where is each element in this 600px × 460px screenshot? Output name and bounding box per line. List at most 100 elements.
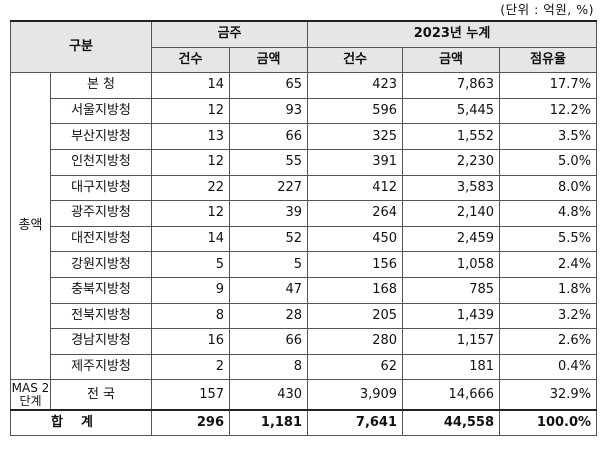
week-count-cell: 5: [151, 251, 231, 278]
year-count-cell: 423: [307, 72, 404, 99]
week-amount-cell: 227: [229, 174, 309, 202]
share-cell: 2.6%: [499, 328, 598, 355]
week-count-cell: 14: [151, 225, 231, 253]
total-label: 합계: [9, 408, 153, 437]
header-category: 구분: [9, 20, 153, 74]
week-amount-cell: 8: [229, 353, 309, 381]
header-year-count: 건수: [307, 46, 404, 74]
table-row: 인천지방청 12 55 391 2,230 5.0%: [11, 148, 598, 176]
share-cell: 4.8%: [499, 200, 598, 227]
share-cell: 5.5%: [499, 225, 598, 253]
row-name: 제주지방청: [49, 353, 153, 381]
year-amount-cell: 14,666: [402, 379, 501, 411]
header-week-group: 금주: [151, 19, 309, 48]
week-amount-cell: 28: [229, 302, 309, 330]
table-row: 대구지방청 22 227 412 3,583 8.0%: [11, 174, 598, 202]
year-amount-cell: 2,230: [402, 148, 501, 176]
row-name: 본 청: [49, 72, 153, 99]
header-week-amount: 금액: [229, 46, 309, 74]
total-week-count: 296: [151, 408, 231, 437]
table-row: 대전지방청 14 52 450 2,459 5.5%: [11, 225, 598, 253]
row-name: 광주지방청: [49, 200, 153, 227]
header-year-amount: 금액: [402, 46, 501, 74]
week-amount-cell: 39: [229, 200, 309, 227]
row-name: 서울지방청: [49, 97, 153, 125]
week-amount-cell: 55: [229, 148, 309, 176]
year-amount-cell: 1,058: [402, 251, 501, 278]
week-amount-cell: 47: [229, 276, 309, 304]
total-row: 합계 296 1,181 7,641 44,558 100.0%: [9, 408, 598, 437]
row-name: 강원지방청: [49, 251, 153, 278]
year-count-cell: 168: [307, 276, 404, 304]
total-share: 100.0%: [499, 408, 598, 437]
year-amount-cell: 1,552: [402, 123, 501, 150]
total-year-count: 7,641: [307, 408, 404, 437]
row-name: 부산지방청: [49, 123, 153, 150]
week-count-cell: 16: [151, 328, 231, 355]
table-row: 제주지방청 2 8 62 181 0.4%: [11, 353, 598, 381]
table-row: 충북지방청 9 47 168 785 1.8%: [11, 276, 598, 304]
year-count-cell: 62: [307, 353, 404, 381]
year-count-cell: 325: [307, 123, 404, 150]
share-cell: 8.0%: [499, 174, 598, 202]
table-row: 총액 본 청 14 65 423 7,863 17.7%: [10, 72, 598, 381]
share-cell: 32.9%: [499, 379, 598, 411]
year-count-cell: 156: [307, 251, 404, 278]
share-cell: 3.2%: [499, 302, 598, 330]
week-count-cell: 2: [151, 353, 231, 381]
week-count-cell: 8: [151, 302, 231, 330]
week-count-cell: 9: [151, 276, 231, 304]
share-cell: 2.4%: [499, 251, 598, 278]
share-cell: 3.5%: [499, 123, 598, 150]
row-name: 전북지방청: [49, 302, 153, 330]
year-amount-cell: 181: [402, 353, 501, 381]
week-count-cell: 157: [151, 379, 231, 411]
table-row: 경남지방청 16 66 280 1,157 2.6%: [11, 328, 598, 355]
year-count-cell: 205: [307, 302, 404, 330]
mas-label: MAS 2단계: [10, 379, 51, 411]
week-amount-cell: 52: [229, 225, 309, 253]
year-count-cell: 450: [307, 225, 404, 253]
year-count-cell: 280: [307, 328, 404, 355]
week-amount-cell: 66: [229, 328, 309, 355]
week-count-cell: 14: [151, 72, 231, 99]
week-amount-cell: 66: [229, 123, 309, 150]
row-name: 인천지방청: [49, 148, 153, 176]
table-row: 부산지방청 13 66 325 1,552 3.5%: [11, 123, 598, 150]
year-count-cell: 3,909: [307, 379, 404, 411]
section-label: 총액: [10, 72, 51, 381]
share-cell: 1.8%: [499, 276, 598, 304]
week-amount-cell: 5: [229, 251, 309, 278]
year-amount-cell: 2,459: [402, 225, 501, 253]
week-amount-cell: 65: [229, 72, 309, 99]
year-amount-cell: 7,863: [402, 72, 501, 99]
week-count-cell: 22: [151, 174, 231, 202]
row-name: 충북지방청: [49, 276, 153, 304]
mas-row: MAS 2단계 전 국 157 430 3,909 14,666 32.9%: [10, 379, 598, 411]
row-name: 대구지방청: [49, 174, 153, 202]
share-cell: 12.2%: [499, 97, 598, 125]
week-count-cell: 12: [151, 148, 231, 176]
year-count-cell: 264: [307, 200, 404, 227]
week-count-cell: 13: [151, 123, 231, 150]
table-body: 총액 본 청 14 65 423 7,863 17.7% 서울지방청 12 93…: [9, 72, 598, 437]
year-count-cell: 391: [307, 148, 404, 176]
year-amount-cell: 1,157: [402, 328, 501, 355]
unit-note: (단위 : 억원, %): [500, 2, 594, 17]
table-row: 강원지방청 5 5 156 1,058 2.4%: [11, 251, 598, 278]
year-amount-cell: 785: [402, 276, 501, 304]
header-week-count: 건수: [151, 46, 231, 74]
row-name: 전 국: [49, 379, 153, 411]
row-name: 경남지방청: [49, 328, 153, 355]
year-amount-cell: 2,140: [402, 200, 501, 227]
share-cell: 5.0%: [499, 148, 598, 176]
procurement-table: 구분 금주 2023년 누계 건수 금액 건수 금액 점유율 총액 본 청 14…: [9, 19, 598, 437]
week-count-cell: 12: [151, 200, 231, 227]
year-amount-cell: 5,445: [402, 97, 501, 125]
row-name: 대전지방청: [49, 225, 153, 253]
week-amount-cell: 430: [229, 379, 309, 411]
header-share: 점유율: [499, 46, 598, 74]
table-row: 전북지방청 8 28 205 1,439 3.2%: [11, 302, 598, 330]
week-count-cell: 12: [151, 97, 231, 125]
table-row: 서울지방청 12 93 596 5,445 12.2%: [11, 97, 598, 125]
